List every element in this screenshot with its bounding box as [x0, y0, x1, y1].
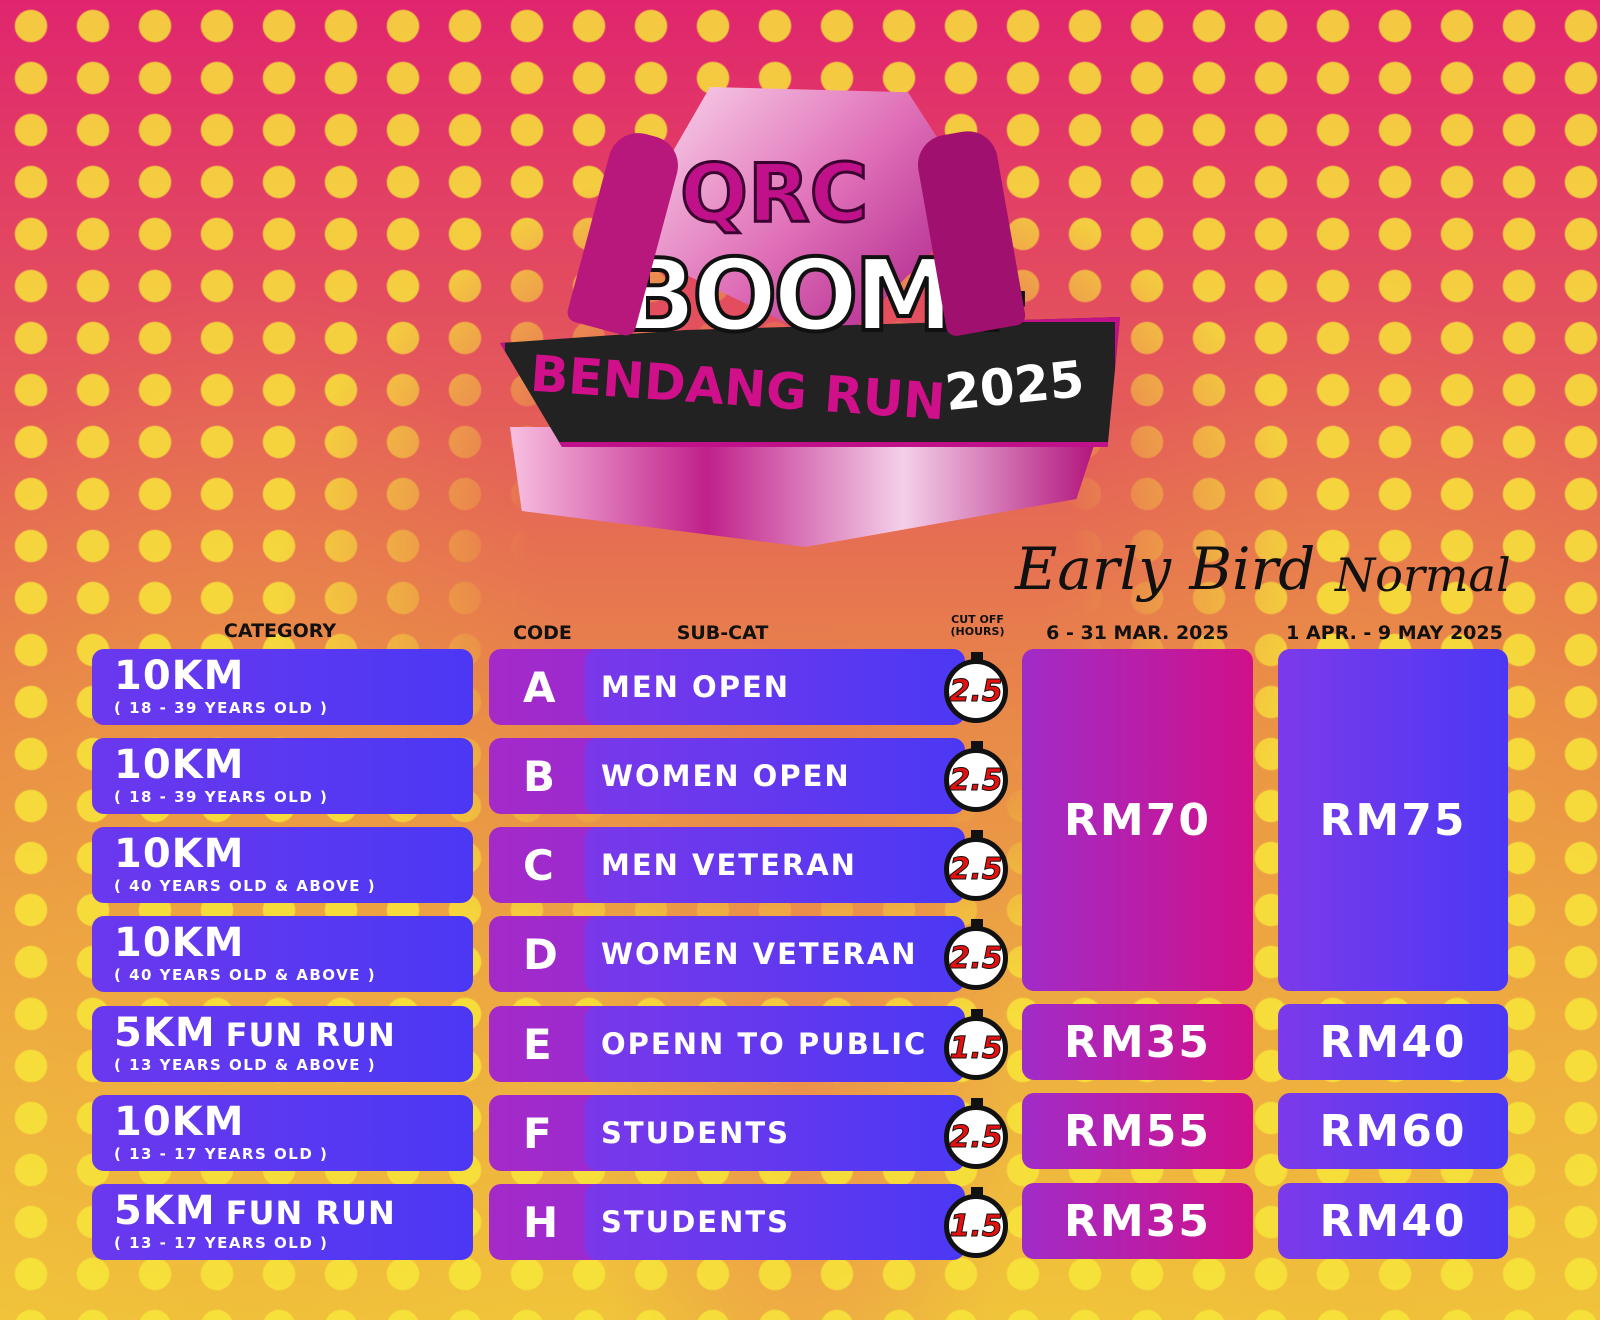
cutoff-hours: 2.5 [949, 1119, 1003, 1155]
category-cell: 5KM FUN RUN ( 13 YEARS OLD & ABOVE ) [92, 1006, 473, 1082]
normal-price-f: RM60 [1278, 1093, 1508, 1169]
distance-label: 5KM [114, 1188, 216, 1234]
category-cell: 10KM ( 18 - 39 YEARS OLD ) [92, 649, 473, 725]
subcat-cell: STUDENTS [585, 1095, 965, 1171]
age-range-label: ( 40 YEARS OLD & ABOVE ) [114, 877, 377, 895]
category-distance: 10KM [114, 833, 451, 877]
normal-price-abcd: RM75 [1278, 649, 1508, 991]
age-range-label: ( 13 YEARS OLD & ABOVE ) [114, 1056, 377, 1074]
subcat-cell: OPENN TO PUBLIC [585, 1006, 965, 1082]
logo-banner [500, 317, 1120, 447]
category-cell: 10KM ( 13 - 17 YEARS OLD ) [92, 1095, 473, 1171]
category-cell: 5KM FUN RUN ( 13 - 17 YEARS OLD ) [92, 1184, 473, 1260]
distance-extra-label: FUN RUN [225, 1194, 396, 1232]
category-cell: 10KM ( 40 YEARS OLD & ABOVE ) [92, 916, 473, 992]
header-code: CODE [513, 622, 572, 644]
subcat-cell: MEN VETERAN [585, 827, 965, 903]
category-distance: 10KM [114, 655, 451, 699]
stopwatch-icon: 2.5 [944, 652, 1008, 723]
age-range-label: ( 18 - 39 YEARS OLD ) [114, 788, 329, 806]
header-cutoff-unit: (HOURS) [950, 625, 1005, 638]
age-range-label: ( 40 YEARS OLD & ABOVE ) [114, 966, 377, 984]
normal-price-h: RM40 [1278, 1183, 1508, 1259]
distance-extra-label: FUN RUN [225, 1016, 396, 1054]
header-category: CATEGORY [223, 620, 337, 642]
stopwatch-icon: 2.5 [944, 830, 1008, 901]
distance-label: 10KM [114, 1099, 245, 1145]
cutoff-hours: 2.5 [949, 673, 1003, 709]
normal-title: Normal [1335, 548, 1511, 602]
distance-label: 10KM [114, 831, 245, 877]
cutoff-hours: 1.5 [949, 1030, 1003, 1066]
subcat-cell: WOMEN VETERAN [585, 916, 965, 992]
cutoff-hours: 2.5 [949, 940, 1003, 976]
category-distance: 10KM [114, 922, 451, 966]
subcat-cell: WOMEN OPEN [585, 738, 965, 814]
category-distance: 10KM [114, 1101, 451, 1145]
header-subcat: SUB-CAT [676, 622, 769, 644]
age-range-label: ( 13 - 17 YEARS OLD ) [114, 1145, 329, 1163]
distance-label: 10KM [114, 920, 245, 966]
early-bird-title: Early Bird [1015, 535, 1316, 603]
category-cell: 10KM ( 40 YEARS OLD & ABOVE ) [92, 827, 473, 903]
subcat-cell: STUDENTS [585, 1184, 965, 1260]
age-range-label: ( 18 - 39 YEARS OLD ) [114, 699, 329, 717]
event-logo: QRC BOOM+ BENDANG RUN 2025 [500, 87, 1122, 547]
stopwatch-icon: 2.5 [944, 919, 1008, 990]
normal-dates: 1 APR. - 9 MAY 2025 [1286, 622, 1503, 644]
distance-label: 10KM [114, 742, 245, 788]
cutoff-hours: 2.5 [949, 851, 1003, 887]
early-bird-price-abcd: RM70 [1022, 649, 1253, 991]
early-bird-price-e: RM35 [1022, 1004, 1253, 1080]
logo-text-qrc: QRC [678, 146, 869, 242]
subcat-cell: MEN OPEN [585, 649, 965, 725]
stopwatch-icon: 2.5 [944, 1098, 1008, 1169]
early-bird-dates: 6 - 31 MAR. 2025 [1046, 622, 1229, 644]
category-cell: 10KM ( 18 - 39 YEARS OLD ) [92, 738, 473, 814]
distance-label: 5KM [114, 1010, 216, 1056]
early-bird-price-h: RM35 [1022, 1183, 1253, 1259]
category-distance: 5KM FUN RUN [114, 1190, 451, 1234]
header-cutoff: CUT OFF [951, 613, 1004, 626]
distance-label: 10KM [114, 653, 245, 699]
age-range-label: ( 13 - 17 YEARS OLD ) [114, 1234, 329, 1252]
stopwatch-icon: 2.5 [944, 741, 1008, 812]
cutoff-hours: 1.5 [949, 1208, 1003, 1244]
normal-price-e: RM40 [1278, 1004, 1508, 1080]
stopwatch-icon: 1.5 [944, 1187, 1008, 1258]
stopwatch-icon: 1.5 [944, 1009, 1008, 1080]
early-bird-price-f: RM55 [1022, 1093, 1253, 1169]
cutoff-hours: 2.5 [949, 762, 1003, 798]
category-distance: 10KM [114, 744, 451, 788]
category-distance: 5KM FUN RUN [114, 1012, 451, 1056]
